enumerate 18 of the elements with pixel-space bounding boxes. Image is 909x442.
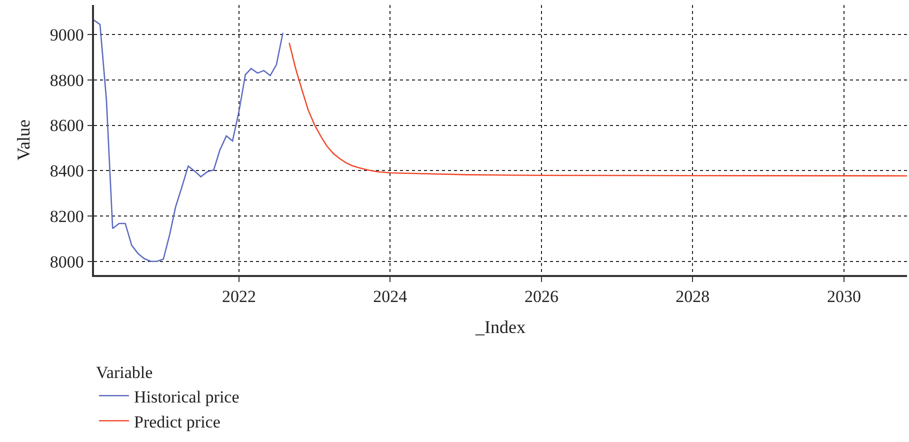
line-series xyxy=(94,20,284,262)
y-tick-label: 9000 xyxy=(50,25,84,44)
line-series xyxy=(288,42,907,176)
x-tick-label: 2026 xyxy=(524,287,558,306)
x-tick-label: 2022 xyxy=(222,287,256,306)
legend-label: Predict price xyxy=(134,412,220,432)
legend-label: Historical price xyxy=(134,387,240,406)
x-tick-label: 2028 xyxy=(676,287,710,306)
y-tick-label: 8600 xyxy=(50,116,84,136)
x-tick-label: 2030 xyxy=(827,287,862,306)
y-tick-label: 8000 xyxy=(50,252,84,272)
y-axis-title: Value xyxy=(14,120,34,160)
x-tick-label: 2024 xyxy=(373,287,408,306)
y-tick-label: 8400 xyxy=(50,162,84,181)
legend-title: Variable xyxy=(96,363,153,382)
y-tick-label: 8800 xyxy=(50,70,84,90)
y-tick-label: 8200 xyxy=(50,206,84,226)
x-axis-title: _Index xyxy=(474,316,526,337)
